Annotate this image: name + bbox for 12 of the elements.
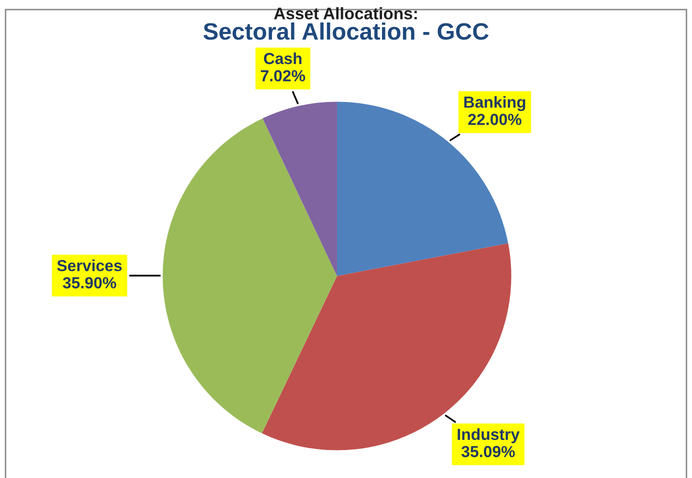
data-label: 22.00% bbox=[468, 114, 522, 126]
pie-slice bbox=[262, 102, 337, 276]
data-label: 35.90% bbox=[62, 277, 116, 288]
slice-label: Industry bbox=[458, 428, 520, 444]
data-label: 7.02% bbox=[260, 70, 306, 82]
text: Asset Allocations: bbox=[274, 7, 417, 20]
data-label: 35.09% bbox=[461, 446, 515, 458]
slice-label: Cash bbox=[264, 52, 302, 64]
chart-title: Sectoral Allocation - GCC bbox=[203, 22, 489, 40]
pie-slice bbox=[162, 118, 337, 434]
slice-label: Banking bbox=[464, 96, 526, 112]
slice-label: Services bbox=[57, 260, 122, 272]
